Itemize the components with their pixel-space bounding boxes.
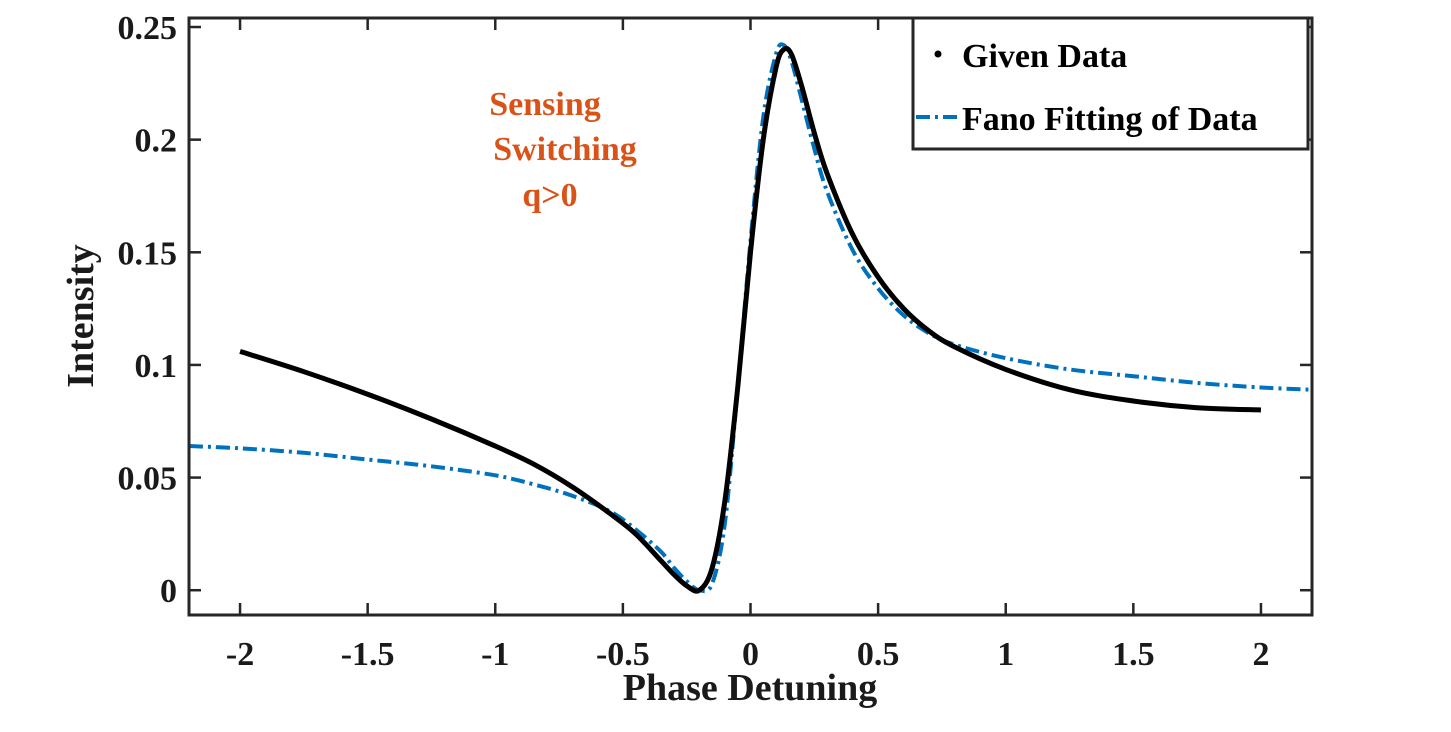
legend-label-fano-fit: Fano Fitting of Data: [962, 101, 1258, 138]
legend-marker-given-data: [934, 50, 942, 58]
annotation-line-3: q>0: [522, 177, 577, 214]
x-tick-label: 0: [742, 636, 759, 673]
x-tick-label: 1: [997, 636, 1014, 673]
series-line-fano-fit: [189, 42, 1312, 594]
y-tick-label: 0.1: [135, 348, 178, 385]
series-layer: [189, 42, 1312, 594]
x-tick-label: -0.5: [596, 636, 650, 673]
y-tick-label: 0.25: [118, 10, 178, 47]
y-tick-label: 0: [160, 573, 177, 610]
x-tick-label: 0.5: [857, 636, 900, 673]
annotation-line-1: Sensing: [489, 86, 601, 123]
legend-box: [911, 16, 1310, 151]
x-tick-label: -2: [226, 636, 254, 673]
legend-label-given-data: Given Data: [962, 38, 1127, 75]
annotation-group: Sensing Switching q>0: [489, 86, 637, 214]
y-axis-label: Intensity: [60, 244, 102, 388]
x-tick-label: 2: [1252, 636, 1269, 673]
ticks-layer: -2 -1.5 -1 -0.5 0 0.5 1 1.5 2 0 0.05 0.1 0.15 0.2 0.25: [118, 10, 1312, 673]
y-tick-label: 0.15: [118, 235, 178, 272]
y-tick-label: 0.2: [135, 123, 178, 160]
series-line-given-data: [239, 45, 1262, 594]
x-tick-label: -1.5: [341, 636, 395, 673]
x-tick-label: 1.5: [1112, 636, 1155, 673]
legend: Given Data Fano Fitting of Data: [911, 16, 1310, 151]
x-tick-label: -1: [481, 636, 509, 673]
annotation-line-2: Switching: [493, 131, 637, 168]
y-tick-label: 0.05: [118, 461, 178, 498]
x-axis-label: Phase Detuning: [623, 667, 877, 709]
